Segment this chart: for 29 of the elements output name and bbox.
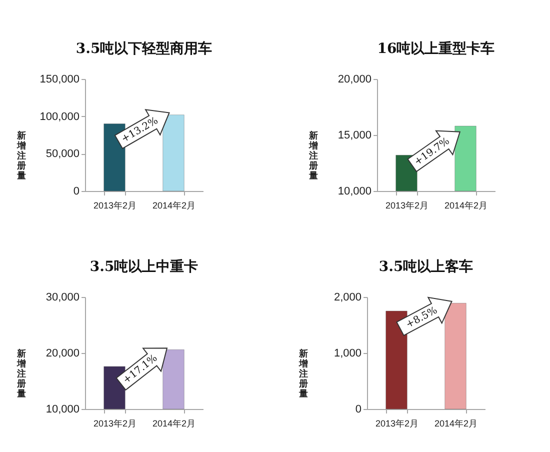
chart-title: 3.5吨以上中重卡 (90, 259, 198, 275)
y-tick-label: 100,000 (40, 110, 80, 123)
y-tick-label: 20,000 (338, 74, 372, 86)
chart-title: 16吨以上重型卡车 (377, 40, 495, 57)
y-tick-label: 1,000 (334, 348, 362, 360)
x-tick-label: 2013年2月 (375, 418, 419, 428)
x-tick-label: 2013年2月 (385, 200, 429, 210)
y-tick-label: 2,000 (334, 292, 362, 304)
y-tick-label: 30,000 (46, 292, 80, 304)
y-tick-label: 50,000 (46, 148, 80, 160)
y-axis-title: 新增注册量 (16, 130, 26, 182)
x-tick-label: 2013年2月 (93, 418, 137, 428)
chart-title: 3.5吨以上客车 (378, 258, 474, 275)
x-tick-label: 2014年2月 (444, 200, 488, 210)
x-tick-label: 2013年2月 (93, 200, 137, 210)
y-axis-title: 新增注册量 (308, 130, 318, 182)
x-tick-label: 2014年2月 (152, 200, 196, 210)
y-tick-label: 150,000 (40, 74, 80, 86)
y-tick-label: 15,000 (338, 130, 372, 142)
y-tick-label: 10,000 (46, 404, 80, 416)
x-tick-label: 2014年2月 (152, 418, 196, 428)
chart-title: 3.5吨以下轻型商用车 (76, 40, 212, 57)
y-axis-title: 新增注册量 (298, 348, 308, 400)
y-axis-title: 新增注册量 (16, 348, 26, 400)
y-tick-label: 10,000 (338, 186, 372, 198)
y-tick-label: 0 (355, 404, 362, 416)
y-tick-label: 20,000 (46, 348, 80, 360)
x-tick-label: 2014年2月 (434, 418, 478, 428)
y-tick-label: 0 (73, 186, 80, 198)
